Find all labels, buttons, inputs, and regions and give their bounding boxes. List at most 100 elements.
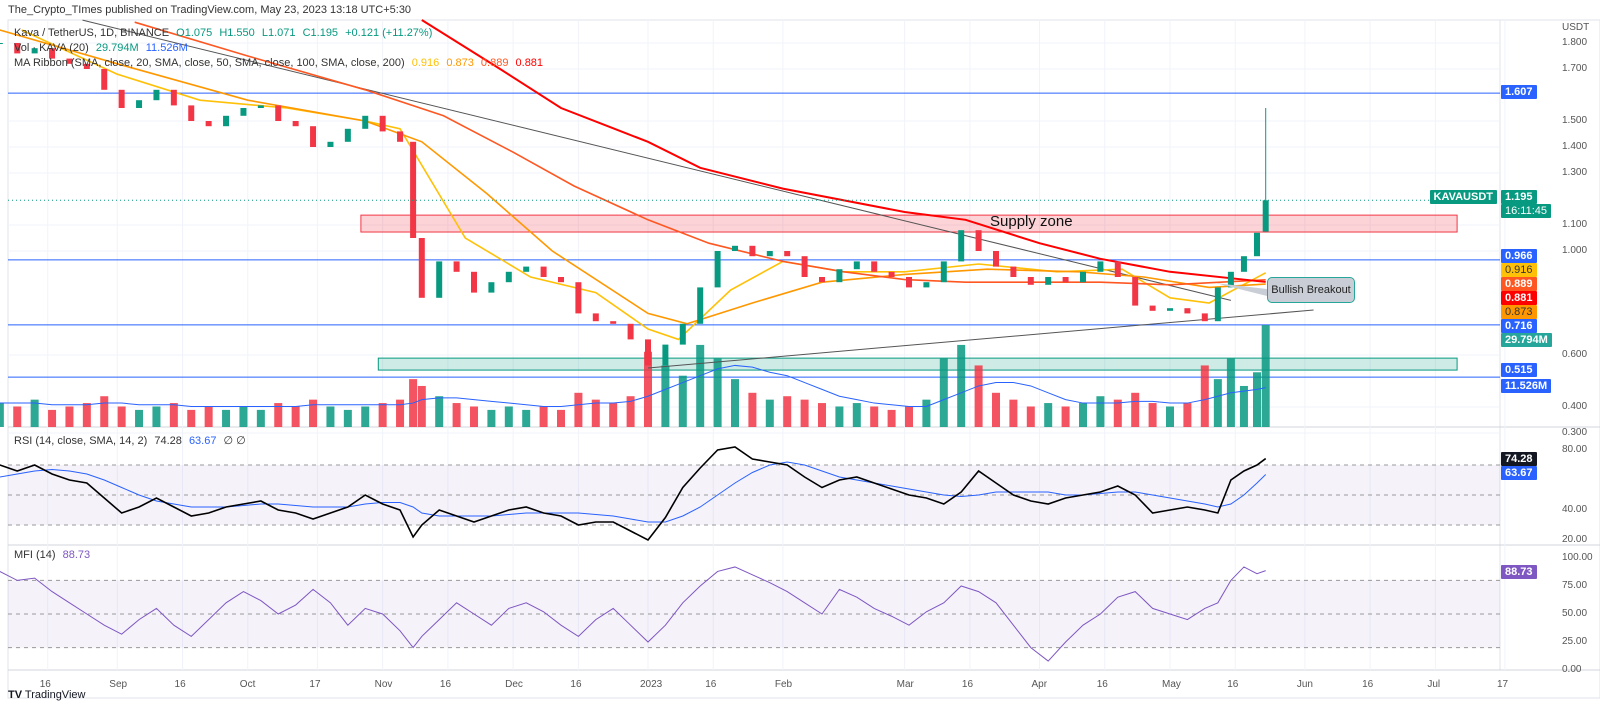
sma50-line [0, 29, 1266, 325]
candle [1062, 277, 1069, 283]
candle [453, 261, 460, 272]
candle [410, 141, 417, 238]
volume-bar [800, 399, 809, 427]
volume-bar [696, 344, 705, 427]
price-tick-label: 1.000 [1562, 245, 1588, 256]
candle [1080, 271, 1086, 283]
volume-title[interactable]: Vol · KAVA (20) [14, 42, 89, 54]
price-tick-label: 1.500 [1562, 115, 1588, 126]
candle [327, 141, 334, 147]
candle [1149, 305, 1156, 311]
volume-bar [939, 358, 948, 427]
ma20-value: 0.916 [411, 57, 440, 69]
volume-bar [522, 409, 531, 427]
symbol-title[interactable]: Kava / TetherUS, 1D, BINANCE [14, 27, 170, 39]
candle [49, 48, 56, 59]
ma200-tag: 0.881 [1501, 291, 1537, 305]
volume-bar [591, 399, 600, 427]
price-tick-label: 0.400 [1562, 401, 1588, 412]
volume-bar [748, 392, 757, 427]
volume-bar [239, 406, 248, 427]
volume-bar [487, 409, 496, 427]
candle [958, 230, 965, 262]
mfi-tick-label: 100.00 [1562, 552, 1593, 563]
candle [436, 261, 443, 298]
candle [397, 131, 404, 142]
volume-bar [1096, 396, 1105, 427]
volume-ma-line [0, 364, 1266, 407]
ma-ribbon-title[interactable]: MA Ribbon (SMA, close, 20, SMA, close, 5… [14, 57, 405, 69]
candle [575, 282, 582, 314]
ma20-tag: 0.916 [1501, 263, 1537, 277]
bullish-breakout-callout: Bullish Breakout [1267, 277, 1355, 303]
candle [1027, 277, 1034, 285]
rsi-tick-label: 40.00 [1562, 504, 1588, 515]
candle [592, 313, 599, 322]
rsi-title[interactable]: RSI (14, close, SMA, 14, 2) [14, 435, 148, 447]
volume-bar [343, 409, 352, 427]
volume-bar [152, 406, 161, 427]
candle [153, 89, 160, 101]
trendline [82, 19, 1232, 301]
volume-ma-value: 11.526M [145, 42, 188, 54]
candle [1184, 308, 1191, 314]
volume-bar [661, 365, 670, 427]
time-tick-label: May [1162, 679, 1181, 690]
candle [871, 261, 878, 272]
candle [0, 43, 3, 44]
time-tick-label: 16 [705, 679, 717, 690]
volume-bar [539, 406, 548, 427]
supply-zone-label: Supply zone [990, 213, 1073, 230]
volume-bar [626, 396, 635, 427]
ohlc-high: H1.550 [219, 27, 255, 39]
mfi-title[interactable]: MFI (14) [14, 549, 56, 561]
ohlc-close: C1.195 [302, 27, 339, 39]
time-tick-label: Jun [1296, 679, 1313, 690]
candle [836, 269, 843, 283]
volume-bar [256, 409, 265, 427]
candle [310, 126, 317, 147]
volume-bar [291, 406, 300, 427]
time-tick-label: 16 [1227, 679, 1239, 690]
time-tick-label: 16 [570, 679, 582, 690]
level-tag-0716: 0.716 [1501, 319, 1537, 333]
volume-bar [765, 399, 774, 427]
volume-bar [1253, 372, 1261, 427]
volume-bar [957, 344, 966, 427]
volume-bar [504, 406, 513, 427]
volume-bar [452, 403, 461, 427]
volume-bar [1148, 403, 1157, 427]
volume-bar [1079, 403, 1087, 427]
level-tag-0966: 0.966 [1501, 249, 1537, 263]
callout-pointer [1215, 283, 1267, 296]
mfi-tick-label: 75.00 [1562, 580, 1588, 591]
candle [292, 121, 299, 127]
volume-bar [82, 403, 91, 427]
candle [697, 287, 704, 324]
candle [1214, 287, 1221, 322]
candle [819, 277, 825, 283]
rsi-ma-line [0, 461, 1267, 523]
sma200-line [421, 19, 1266, 283]
volume-bar [309, 399, 318, 427]
candle [853, 261, 860, 270]
volume-bar [361, 406, 370, 427]
ma50-value: 0.873 [446, 57, 474, 69]
candle [362, 115, 369, 129]
volume-bar [1166, 406, 1174, 427]
volume-bar [378, 403, 387, 427]
candle [1097, 261, 1104, 272]
volume-bar [1261, 325, 1270, 427]
volume-tag: 29.794M [1501, 333, 1552, 347]
candle [784, 251, 791, 257]
candle [14, 43, 21, 54]
time-tick-label: Apr [1031, 679, 1048, 690]
rsi-tick-label: 20.00 [1562, 534, 1588, 545]
volume-bar [609, 403, 618, 427]
level-tag-0515: 0.515 [1501, 363, 1537, 377]
candle [188, 105, 195, 121]
volume-bar [835, 406, 844, 427]
volume-bar [887, 409, 896, 427]
tradingview-logo[interactable]: TV TradingView [8, 689, 85, 701]
